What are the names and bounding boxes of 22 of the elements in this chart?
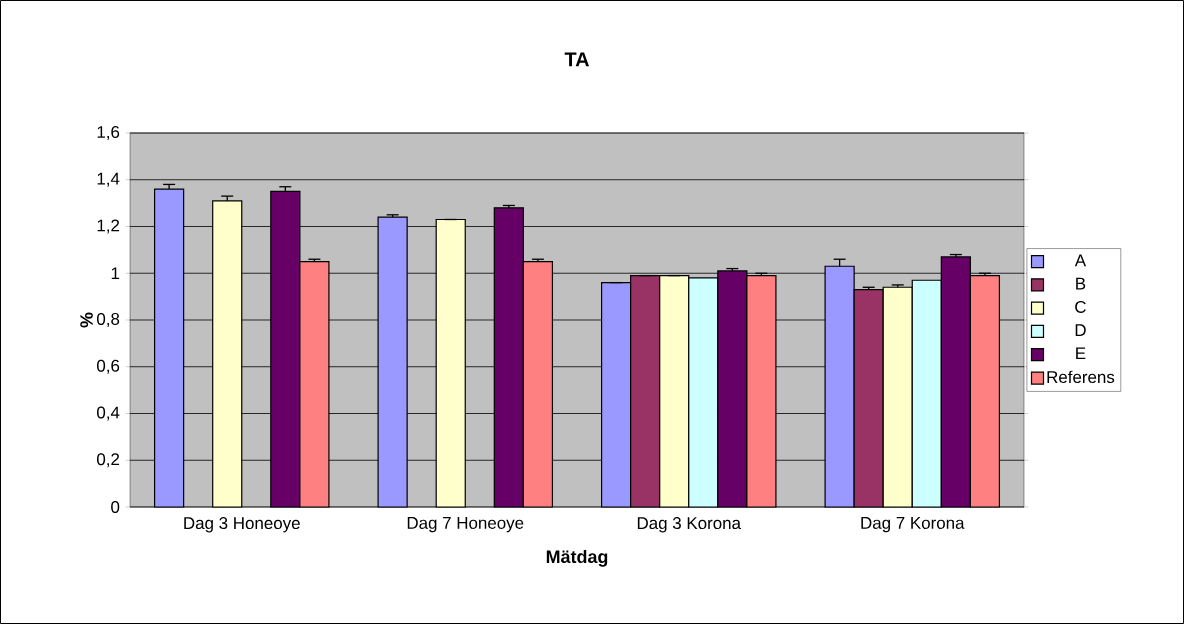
x-tick-label: Dag 3 Korona (637, 517, 741, 533)
legend-label: D (1075, 324, 1086, 336)
y-axis-title: % (80, 312, 93, 328)
chart-title: TA (564, 52, 590, 67)
x-tick-label: Dag 7 Honeoye (407, 517, 524, 533)
legend-label: E (1076, 347, 1086, 360)
x-tick-label: Dag 7 Korona (861, 517, 965, 533)
legend-label: A (1074, 254, 1087, 267)
y-tick-label: 1,6 (97, 126, 120, 140)
y-tick-label: 0,8 (97, 313, 120, 327)
y-tick-label: 0 (111, 501, 120, 513)
y-tick-label: 0,6 (97, 359, 120, 374)
y-tick-label: 1 (111, 267, 120, 280)
y-tick-label: 0,2 (97, 453, 120, 468)
x-tick-label: Dag 3 Honeoye (184, 517, 300, 533)
y-tick-label: 0,4 (97, 406, 120, 421)
x-axis-title: Mätdag (546, 549, 608, 567)
legend-label: C (1075, 300, 1086, 313)
legend-label: B (1076, 277, 1086, 290)
y-tick-label: 1,4 (97, 172, 120, 187)
legend-label: Referens (1047, 370, 1115, 384)
y-tick-label: 1,2 (97, 219, 120, 234)
